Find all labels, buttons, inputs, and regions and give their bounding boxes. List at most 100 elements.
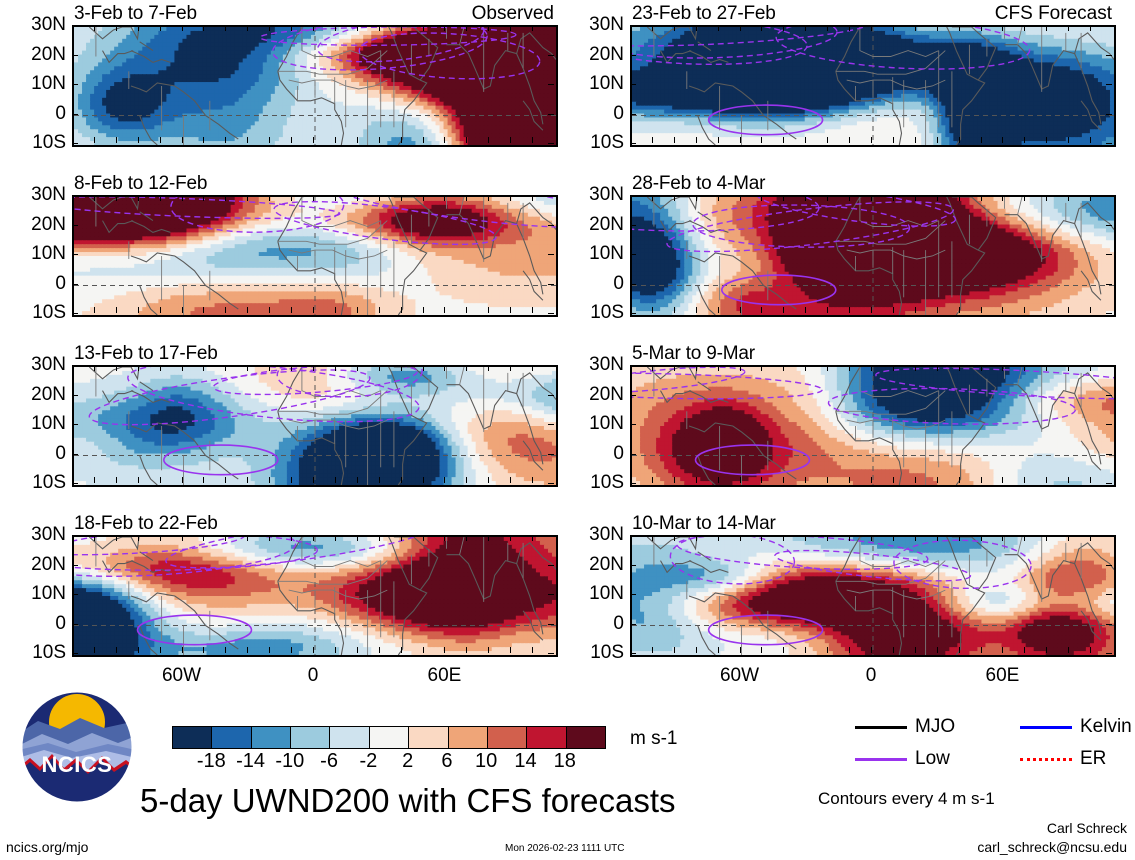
axis-tick bbox=[849, 535, 851, 541]
axis-tick bbox=[871, 535, 872, 541]
axis-tick bbox=[137, 535, 139, 541]
axis-tick bbox=[115, 195, 117, 201]
axis-tick bbox=[1106, 224, 1112, 226]
axis-tick bbox=[827, 137, 829, 143]
axis-tick bbox=[225, 195, 227, 201]
axis-tick bbox=[914, 647, 916, 653]
axis-tick bbox=[761, 477, 763, 483]
axis-tick bbox=[269, 137, 271, 143]
axis-tick bbox=[805, 477, 807, 483]
axis-tick bbox=[630, 365, 636, 366]
axis-tick bbox=[673, 535, 675, 541]
axis-tick bbox=[137, 25, 139, 31]
axis-tick bbox=[269, 25, 271, 31]
axis-tick bbox=[1090, 137, 1092, 143]
axis-tick bbox=[72, 564, 78, 566]
legend-label: Kelvin x2 bbox=[1080, 716, 1135, 738]
axis-tick bbox=[137, 137, 139, 143]
axis-tick bbox=[115, 647, 117, 653]
axis-tick bbox=[444, 307, 446, 313]
axis-tick bbox=[72, 365, 78, 366]
axis-tick bbox=[892, 535, 894, 541]
axis-tick bbox=[936, 195, 938, 201]
axis-tick bbox=[673, 477, 675, 483]
axis-tick bbox=[313, 365, 314, 371]
axis-tick bbox=[72, 594, 78, 595]
axis-tick bbox=[630, 113, 636, 115]
axis-tick bbox=[444, 477, 446, 483]
y-axis-tick-label: 20N bbox=[562, 554, 624, 576]
axis-tick bbox=[1106, 365, 1112, 366]
axis-tick bbox=[892, 365, 894, 371]
axis-tick bbox=[783, 535, 785, 541]
axis-tick bbox=[651, 25, 653, 31]
axis-tick bbox=[313, 647, 314, 653]
axis-tick bbox=[269, 365, 271, 371]
axis-tick bbox=[225, 647, 227, 653]
colorbar-swatch bbox=[250, 727, 291, 748]
axis-tick bbox=[510, 25, 512, 31]
axis-tick bbox=[914, 307, 916, 313]
y-axis-tick-label: 10S bbox=[4, 642, 66, 664]
axis-tick bbox=[871, 647, 872, 653]
axis-tick bbox=[225, 307, 227, 313]
axis-tick bbox=[378, 365, 380, 371]
axis-tick bbox=[510, 477, 512, 483]
axis-tick bbox=[93, 307, 95, 313]
axis-tick bbox=[695, 195, 697, 201]
axis-tick bbox=[1068, 535, 1070, 541]
axis-tick bbox=[400, 477, 402, 483]
axis-tick bbox=[1002, 535, 1004, 541]
panel-title: 8-Feb to 12-Feb bbox=[74, 173, 207, 195]
axis-tick bbox=[1002, 477, 1004, 483]
axis-tick bbox=[1090, 535, 1092, 541]
axis-tick bbox=[739, 365, 741, 371]
legend-label: Low bbox=[915, 748, 950, 770]
axis-tick bbox=[247, 365, 249, 371]
axis-tick bbox=[1106, 25, 1112, 26]
colorbar-swatch bbox=[173, 727, 212, 748]
axis-tick bbox=[936, 137, 938, 143]
y-axis-tick-label: 10S bbox=[4, 472, 66, 494]
axis-tick bbox=[1068, 195, 1070, 201]
axis-tick bbox=[488, 137, 490, 143]
axis-tick bbox=[334, 25, 336, 31]
axis-tick bbox=[630, 394, 636, 396]
axis-tick bbox=[651, 365, 653, 371]
axis-tick bbox=[1106, 54, 1112, 56]
axis-tick bbox=[334, 477, 336, 483]
axis-tick bbox=[630, 254, 636, 255]
axis-tick bbox=[1106, 483, 1112, 484]
axis-tick bbox=[783, 307, 785, 313]
axis-tick bbox=[1024, 477, 1026, 483]
y-axis-tick-label: 30N bbox=[4, 184, 66, 206]
y-axis-tick-label: 20N bbox=[4, 214, 66, 236]
axis-tick bbox=[334, 535, 336, 541]
y-axis-tick-label: 10N bbox=[4, 413, 66, 435]
axis-tick bbox=[422, 365, 424, 371]
axis-tick bbox=[356, 647, 358, 653]
axis-tick bbox=[313, 195, 314, 201]
axis-tick bbox=[378, 137, 380, 143]
axis-tick bbox=[181, 477, 183, 483]
axis-tick bbox=[871, 195, 872, 201]
axis-tick bbox=[673, 137, 675, 143]
axis-tick bbox=[422, 647, 424, 653]
axis-tick bbox=[225, 477, 227, 483]
axis-tick bbox=[115, 477, 117, 483]
axis-tick bbox=[159, 365, 161, 371]
map-panel bbox=[72, 365, 558, 487]
axis-tick bbox=[936, 477, 938, 483]
axis-tick bbox=[72, 254, 78, 255]
axis-tick bbox=[291, 535, 293, 541]
axis-tick bbox=[247, 307, 249, 313]
axis-tick bbox=[871, 477, 872, 483]
axis-tick bbox=[400, 535, 402, 541]
site-url[interactable]: ncics.org/mjo bbox=[6, 839, 88, 855]
axis-tick bbox=[532, 647, 534, 653]
axis-tick bbox=[827, 365, 829, 371]
axis-tick bbox=[717, 137, 719, 143]
axis-tick bbox=[291, 307, 293, 313]
axis-tick bbox=[181, 25, 183, 31]
axis-tick bbox=[269, 307, 271, 313]
